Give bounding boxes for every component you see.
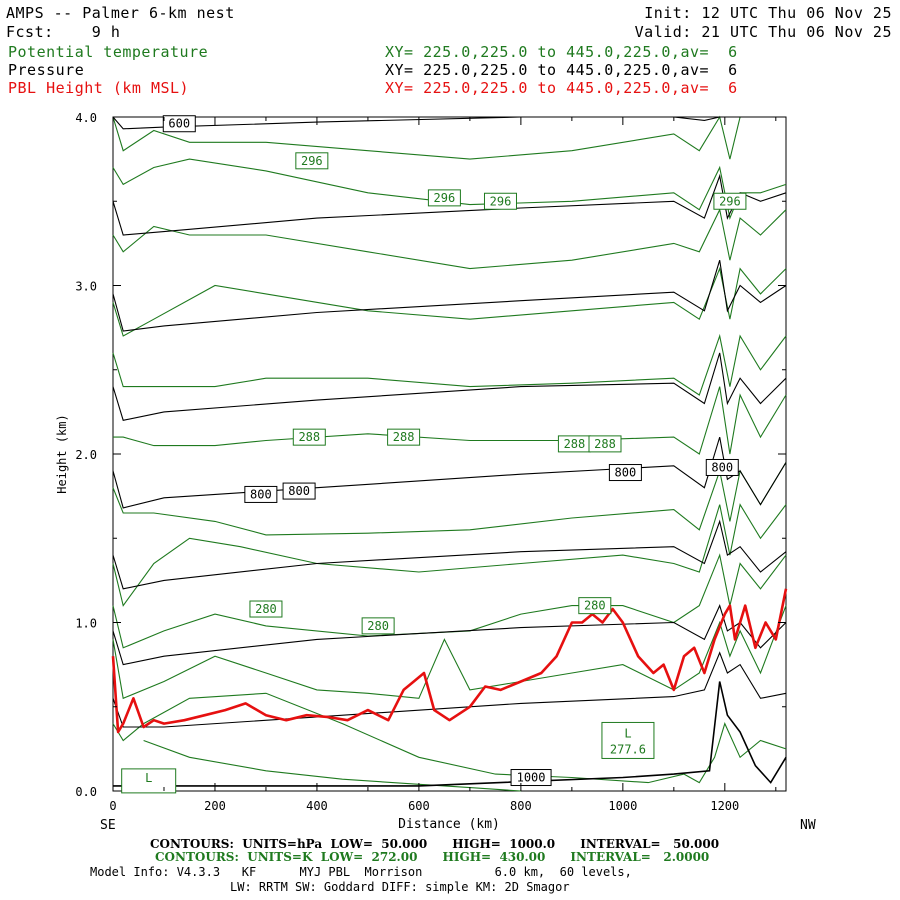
y-tick-label: 4.0: [75, 111, 97, 125]
contour-label: 296: [301, 154, 323, 168]
contour-label: 288: [393, 430, 415, 444]
theta-contour-298: [112, 115, 786, 160]
contour-label-box: [483, 192, 517, 210]
contour-label-box: [282, 482, 316, 500]
cross-section-chart: 600 296 296 296 296 288 288 288 288 800 800 800 800 2…: [55, 111, 816, 833]
y-axis-label: Height (km): [55, 414, 69, 493]
contour-label: 1000: [517, 771, 546, 785]
footer-theta-contours: CONTOURS: UNITS=K LOW= 272.00 HIGH= 430.…: [155, 850, 710, 864]
contour-label: 296: [434, 191, 456, 205]
contour-label-box: [162, 115, 196, 133]
y-tick-label: 0.0: [75, 785, 97, 799]
contour-label-box: [588, 435, 622, 453]
contour-label-box: [361, 617, 395, 635]
pressure-contour-850: [112, 519, 787, 590]
theta-contour-282: [112, 553, 787, 649]
contour-label-box: [249, 600, 283, 618]
theta-contour-284: [112, 503, 787, 607]
low-marker-box: [601, 721, 655, 759]
contour-label-box: [510, 769, 552, 787]
field-xy-theta: XY= 225.0,225.0 to 445.0,225.0,av= 6: [385, 43, 738, 61]
x-tick-label: 0: [109, 799, 116, 813]
theta-contour-278: [112, 692, 787, 784]
contour-label-box: [244, 485, 278, 503]
contour-label: 280: [584, 599, 606, 613]
theta-contour-296: [112, 158, 787, 221]
x-axis-label: Distance (km): [398, 817, 500, 832]
low-marker-value: 277.6: [610, 742, 646, 756]
theta-contour-290: [112, 333, 787, 396]
contour-label: 800: [250, 487, 272, 501]
contour-label-box: [427, 189, 461, 207]
theta-contour-280: [112, 605, 787, 700]
contour-label-box: [387, 428, 421, 446]
x-tick-label: 1200: [710, 799, 739, 813]
theta-contour-288: [113, 386, 787, 455]
theta-contour-294: [112, 207, 787, 270]
x-tick-label: 200: [204, 799, 226, 813]
valid-time: Valid: 21 UTC Thu 06 Nov 25: [634, 23, 892, 41]
contour-label: 288: [594, 437, 616, 451]
contour-label-box: [292, 428, 326, 446]
theta-contour-292: [112, 266, 787, 337]
init-time: Init: 12 UTC Thu 06 Nov 25: [644, 4, 892, 22]
left-end-label: SE: [100, 818, 116, 833]
x-tick-label: 400: [306, 799, 328, 813]
field-name-pbl: PBL Height (km MSL): [8, 79, 190, 97]
pressure-contour-900: [112, 604, 787, 666]
contour-label: 280: [255, 602, 277, 616]
contour-label: 600: [168, 117, 190, 131]
contour-label: 296: [490, 194, 512, 208]
pressure-contour-700: [112, 260, 787, 332]
pressure-contour-750: [112, 352, 787, 421]
y-tick-label: 2.0: [75, 448, 97, 462]
contour-label: 288: [564, 437, 586, 451]
pressure-contour-800: [112, 436, 787, 509]
pressure-contour-600: [112, 116, 786, 130]
contour-label-box: [713, 192, 747, 210]
x-tick-label: 600: [408, 799, 430, 813]
low-marker-label: L: [145, 771, 152, 785]
contour-label: 296: [719, 194, 741, 208]
field-name-theta: Potential temperature: [8, 43, 209, 61]
contour-label: 800: [711, 460, 733, 474]
contour-label: 280: [367, 619, 389, 633]
contour-label-box: [608, 464, 642, 482]
chart-title: AMPS -- Palmer 6-km nest: [6, 4, 235, 22]
y-tick-label: 3.0: [75, 280, 97, 294]
contour-label: 288: [298, 430, 320, 444]
y-tick-label: 1.0: [75, 617, 97, 631]
contour-label-box: [578, 597, 612, 615]
pbl-height-line: [111, 588, 788, 734]
contour-label-box: [295, 152, 329, 170]
low-marker-box: [121, 768, 177, 794]
footer-model-info: Model Info: V4.3.3 KF MYJ PBL Morrison 6…: [90, 865, 632, 879]
pressure-contour-950: [112, 651, 787, 728]
contour-label: 800: [615, 466, 637, 480]
footer-physics: LW: RRTM SW: Goddard DIFF: simple KM: 2D…: [230, 880, 570, 894]
low-marker-label: L: [624, 726, 631, 740]
theta-contour-286: [112, 462, 787, 536]
field-name-pressure: Pressure: [8, 61, 85, 79]
x-tick-label: 800: [510, 799, 532, 813]
contour-label-box: [705, 458, 739, 476]
x-tick-label: 1000: [608, 799, 637, 813]
pressure-contour-1000: [113, 681, 787, 787]
contour-label: 800: [288, 484, 310, 498]
forecast-hour: Fcst: 9 h: [6, 23, 121, 41]
field-xy-pbl: XY= 225.0,225.0 to 445.0,225.0,av= 6: [385, 79, 738, 97]
field-xy-pressure: XY= 225.0,225.0 to 445.0,225.0,av= 6: [385, 61, 738, 79]
right-end-label: NW: [800, 818, 816, 833]
footer-pressure-contours: CONTOURS: UNITS=hPa LOW= 50.000 HIGH= 10…: [150, 837, 720, 851]
plot-frame: [112, 116, 787, 792]
